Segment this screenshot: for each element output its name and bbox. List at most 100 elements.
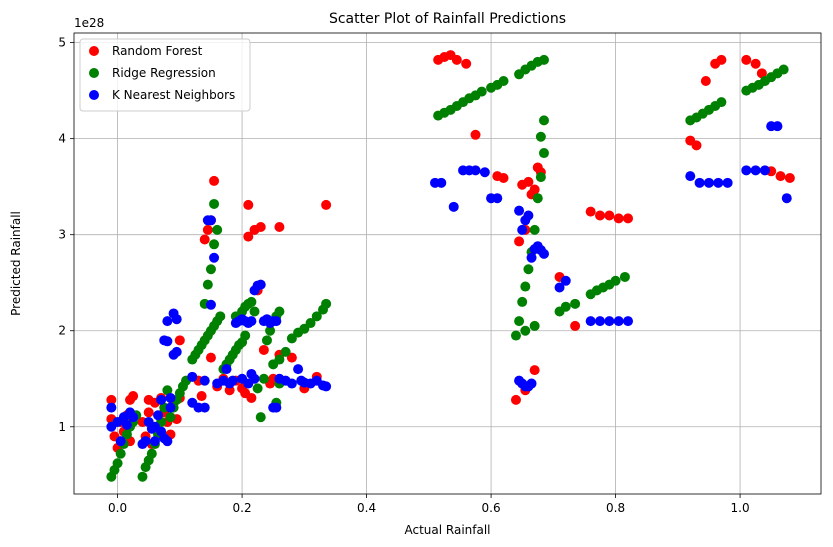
data-point <box>470 165 481 176</box>
data-point <box>498 173 509 184</box>
data-point <box>255 412 266 423</box>
data-point <box>215 311 226 322</box>
data-point <box>246 392 257 403</box>
data-point <box>146 448 157 459</box>
data-point <box>604 316 615 327</box>
data-point <box>265 325 276 336</box>
data-point <box>286 378 297 389</box>
data-point <box>165 402 176 413</box>
data-point <box>199 234 210 245</box>
data-point <box>595 316 606 327</box>
data-point <box>293 364 304 375</box>
data-point <box>149 436 160 447</box>
data-point <box>311 311 322 322</box>
data-point <box>716 97 727 108</box>
legend-box <box>79 38 251 112</box>
data-point <box>604 210 615 221</box>
x-tick-label: 0.0 <box>108 501 127 515</box>
data-point <box>498 76 509 87</box>
data-point <box>585 206 596 217</box>
data-point <box>106 394 117 405</box>
data-point <box>274 306 285 317</box>
data-point <box>246 316 257 327</box>
data-point <box>778 64 789 75</box>
series-random-forest <box>106 50 795 453</box>
data-point <box>523 176 534 187</box>
data-point <box>570 320 581 331</box>
data-point <box>535 131 546 142</box>
data-point <box>321 199 332 210</box>
data-point <box>448 201 459 212</box>
data-point <box>274 354 285 365</box>
data-point <box>143 407 154 418</box>
data-point <box>517 296 528 307</box>
data-point <box>255 279 266 290</box>
data-point <box>202 279 213 290</box>
y-tick-label: 2 <box>58 324 66 338</box>
legend-marker <box>89 90 99 100</box>
data-point <box>243 199 254 210</box>
data-point <box>112 458 123 469</box>
data-point <box>209 175 220 186</box>
data-point <box>784 173 795 184</box>
data-point <box>258 373 269 384</box>
data-point <box>775 171 786 182</box>
data-point <box>529 365 540 376</box>
x-tick-label: 0.6 <box>482 501 501 515</box>
data-point <box>106 402 117 413</box>
data-point <box>610 275 621 286</box>
data-point <box>209 198 220 209</box>
data-points <box>106 50 795 482</box>
data-point <box>252 383 263 394</box>
data-point <box>517 224 528 235</box>
plot-frame <box>73 32 822 495</box>
y-tick-label: 1 <box>58 420 66 434</box>
data-point <box>199 375 210 386</box>
data-point <box>162 385 173 396</box>
x-tick-label: 0.2 <box>233 501 252 515</box>
data-point <box>227 375 238 386</box>
data-point <box>461 58 472 69</box>
data-point <box>240 330 251 341</box>
data-point <box>750 58 761 69</box>
data-point <box>140 436 151 447</box>
data-point <box>255 222 266 233</box>
data-point <box>162 436 173 447</box>
data-point <box>205 299 216 310</box>
data-point <box>520 325 531 336</box>
data-point <box>781 193 792 204</box>
data-point <box>451 54 462 65</box>
y-axis-title: Predicted Rainfall <box>9 211 23 316</box>
data-point <box>156 394 167 405</box>
data-point <box>722 177 733 188</box>
data-point <box>280 346 291 357</box>
data-point <box>623 316 634 327</box>
data-point <box>570 298 581 309</box>
data-point <box>128 391 139 402</box>
data-point <box>121 429 132 440</box>
data-point <box>162 336 173 347</box>
y-tick-label: 5 <box>58 36 66 50</box>
data-point <box>529 224 540 235</box>
data-point <box>165 412 176 423</box>
data-point <box>492 193 503 204</box>
data-point <box>205 215 216 226</box>
data-point <box>554 282 565 293</box>
data-point <box>741 54 752 65</box>
data-point <box>115 448 126 459</box>
data-point <box>221 364 232 375</box>
data-point <box>476 86 487 97</box>
y-tick-label: 4 <box>58 132 66 146</box>
data-point <box>613 213 624 224</box>
data-point <box>510 330 521 341</box>
data-point <box>115 436 126 447</box>
legend-label: Ridge Regression <box>112 66 216 80</box>
data-point <box>703 177 714 188</box>
data-point <box>321 298 332 309</box>
series-ridge-regression <box>106 54 789 482</box>
data-point <box>246 368 257 379</box>
data-point <box>685 171 696 182</box>
x-tick-label: 0.4 <box>357 501 376 515</box>
x-axis-title: Actual Rainfall <box>404 523 490 537</box>
